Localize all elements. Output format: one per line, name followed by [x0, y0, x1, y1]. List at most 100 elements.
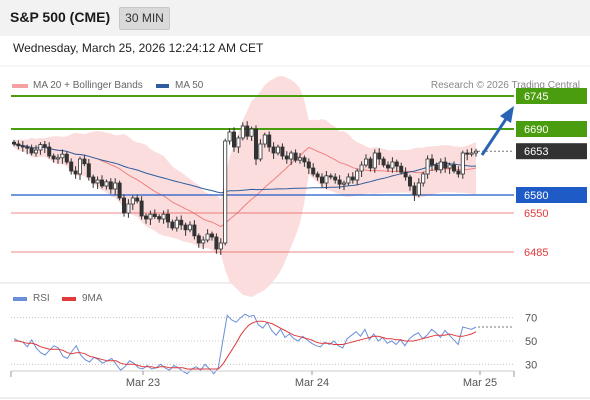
resistance-label-6690: 6690 [524, 124, 548, 136]
candle-body [385, 164, 390, 169]
candle-body [16, 143, 21, 147]
candle-body [209, 233, 214, 238]
candle-body [359, 164, 364, 172]
timeframe-button[interactable]: 30 MIN [119, 7, 170, 30]
candle-body [51, 155, 56, 160]
minor-support-label-6550: 6550 [524, 208, 548, 220]
candle-body [143, 215, 148, 220]
candle-body [451, 164, 456, 172]
candle-body [179, 219, 184, 226]
rsi-ma-legend-label: 9MA [82, 293, 103, 304]
candle-body [122, 197, 127, 214]
forecast-arrow [480, 106, 514, 156]
x-tick-label: Mar 25 [463, 377, 497, 389]
candle-body [218, 242, 223, 250]
candle-body [201, 239, 206, 244]
candle-body [245, 125, 250, 137]
candle-body [236, 137, 241, 148]
candle-body [469, 152, 474, 155]
candle-body [157, 216, 162, 220]
candle-body [456, 170, 461, 175]
candle-body [447, 164, 452, 169]
research-credit: Research © 2026 Trading Central [430, 80, 580, 91]
candle-body [161, 213, 166, 220]
candle-body [130, 197, 135, 205]
candle-body [425, 158, 430, 175]
candle-body [306, 161, 311, 169]
candle-body [86, 163, 91, 178]
candle-body [407, 176, 412, 187]
candle-body [394, 161, 399, 167]
candle-body [192, 224, 197, 237]
candle-body [399, 165, 404, 173]
candle-body [368, 158, 373, 169]
candle-body [170, 221, 175, 229]
candle-body [29, 147, 34, 154]
candle-body [223, 140, 228, 244]
candle-body [429, 158, 434, 166]
candle-body [289, 152, 294, 160]
candle-body [183, 224, 188, 231]
candle-body [337, 179, 342, 185]
x-tick-label: Mar 24 [295, 377, 329, 389]
candle-body [20, 145, 25, 148]
rsi-ma-legend-swatch [62, 297, 76, 301]
bollinger-band-area [14, 76, 476, 298]
candle-body [214, 236, 219, 250]
resistance-label-6745: 6745 [524, 91, 548, 103]
candle-body [262, 134, 267, 145]
candle-body [412, 185, 417, 196]
chart-datetime: Wednesday, March 25, 2026 12:24:12 AM CE… [13, 41, 264, 55]
minor-support-label-6485: 6485 [524, 247, 548, 259]
candle-body [135, 197, 140, 202]
candle-body [297, 157, 302, 161]
rsi-tick-70: 70 [525, 313, 537, 325]
candle-body [302, 157, 307, 163]
current-price-label: 6653 [524, 146, 548, 158]
bollinger-legend-label: MA 20 + Bollinger Bands [33, 80, 143, 91]
candle-body [460, 152, 465, 175]
candle-body [78, 158, 83, 175]
instrument-title: S&P 500 (CME) [10, 9, 111, 25]
candle-body [267, 134, 272, 148]
support-label-6580: 6580 [524, 190, 548, 202]
candle-body [315, 173, 320, 178]
candle-body [187, 224, 192, 231]
candle-body [196, 235, 201, 244]
candle-body [231, 131, 236, 148]
moving-averages [13, 143, 477, 228]
candle-body [249, 128, 254, 137]
candle-body [403, 171, 408, 178]
candle-body [372, 152, 377, 169]
rsi-tick-50: 50 [525, 336, 537, 348]
bollinger-legend-swatch [12, 84, 28, 88]
forecast-arrow-shaft [480, 118, 508, 156]
candle-body [346, 176, 351, 184]
x-tick-label: Mar 23 [126, 377, 160, 389]
candle-body [438, 161, 443, 171]
candle-body [319, 176, 324, 184]
candle-body [82, 158, 87, 165]
resistance-label-box-6745 [516, 88, 587, 104]
candle-body [95, 179, 100, 184]
candle-body [227, 131, 232, 142]
candle-body [117, 182, 122, 199]
candle-body [60, 153, 65, 159]
candle-body [11, 141, 16, 145]
forecast-arrow-head [500, 106, 514, 123]
rsi-ma-line [14, 320, 477, 370]
candle-body [64, 153, 69, 163]
rsi-line [13, 313, 477, 375]
candle-body [47, 146, 52, 157]
candle-body [311, 167, 316, 175]
candle-body [91, 176, 96, 184]
candle-body [34, 149, 39, 154]
candle-body [328, 175, 333, 178]
candle-body [42, 144, 47, 148]
candle-body [280, 146, 285, 157]
rsi-legend-swatch [13, 297, 27, 301]
candle-body [293, 152, 298, 161]
candle-body [355, 170, 360, 181]
candles [11, 121, 478, 255]
